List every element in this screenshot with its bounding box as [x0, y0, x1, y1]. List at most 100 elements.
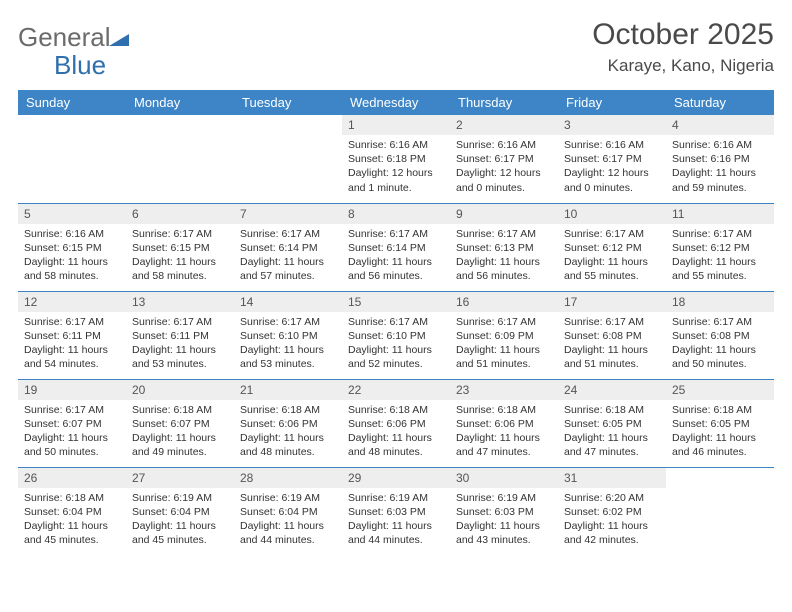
sunrise-value: 6:18 AM — [713, 404, 752, 416]
calendar-cell: 5Sunrise: 6:16 AMSunset: 6:15 PMDaylight… — [18, 203, 126, 291]
calendar-cell: 24Sunrise: 6:18 AMSunset: 6:05 PMDayligh… — [558, 379, 666, 467]
daylight-value: 11 hours and 49 minutes. — [132, 432, 216, 458]
calendar-cell: 31Sunrise: 6:20 AMSunset: 6:02 PMDayligh… — [558, 467, 666, 555]
daylight-value: 11 hours and 51 minutes. — [564, 344, 648, 370]
weekday-header: Thursday — [450, 90, 558, 115]
sunset-value: 6:18 PM — [387, 153, 426, 165]
sunset-value: 6:08 PM — [711, 330, 750, 342]
sunrise-value: 6:18 AM — [605, 404, 644, 416]
daylight-value: 11 hours and 47 minutes. — [456, 432, 540, 458]
sunset-value: 6:15 PM — [171, 242, 210, 254]
calendar-cell: 7Sunrise: 6:17 AMSunset: 6:14 PMDaylight… — [234, 203, 342, 291]
sunrise-value: 6:18 AM — [281, 404, 320, 416]
daylight-value: 11 hours and 50 minutes. — [24, 432, 108, 458]
sunset-value: 6:03 PM — [495, 506, 534, 518]
daylight-value: 11 hours and 51 minutes. — [456, 344, 540, 370]
header: GeneralBlue October 2025 Karaye, Kano, N… — [18, 18, 774, 78]
day-number: 9 — [450, 204, 558, 224]
day-number: 18 — [666, 292, 774, 312]
day-body: Sunrise: 6:20 AMSunset: 6:02 PMDaylight:… — [558, 488, 666, 552]
daylight-value: 11 hours and 53 minutes. — [240, 344, 324, 370]
calendar-cell: 27Sunrise: 6:19 AMSunset: 6:04 PMDayligh… — [126, 467, 234, 555]
calendar-cell — [126, 115, 234, 203]
sunset-value: 6:04 PM — [171, 506, 210, 518]
day-body: Sunrise: 6:17 AMSunset: 6:12 PMDaylight:… — [558, 224, 666, 288]
day-body: Sunrise: 6:17 AMSunset: 6:12 PMDaylight:… — [666, 224, 774, 288]
day-body: Sunrise: 6:18 AMSunset: 6:06 PMDaylight:… — [234, 400, 342, 464]
day-body: Sunrise: 6:18 AMSunset: 6:05 PMDaylight:… — [666, 400, 774, 464]
sunset-value: 6:09 PM — [495, 330, 534, 342]
day-body: Sunrise: 6:18 AMSunset: 6:07 PMDaylight:… — [126, 400, 234, 464]
day-number: 22 — [342, 380, 450, 400]
calendar-cell: 10Sunrise: 6:17 AMSunset: 6:12 PMDayligh… — [558, 203, 666, 291]
sunrise-value: 6:20 AM — [605, 492, 644, 504]
day-number: 27 — [126, 468, 234, 488]
day-body: Sunrise: 6:19 AMSunset: 6:03 PMDaylight:… — [450, 488, 558, 552]
sunset-value: 6:10 PM — [387, 330, 426, 342]
sunrise-value: 6:18 AM — [497, 404, 536, 416]
day-number: 11 — [666, 204, 774, 224]
day-number: 7 — [234, 204, 342, 224]
sunrise-value: 6:17 AM — [713, 228, 752, 240]
calendar-cell: 26Sunrise: 6:18 AMSunset: 6:04 PMDayligh… — [18, 467, 126, 555]
sunrise-value: 6:18 AM — [173, 404, 212, 416]
calendar-cell: 28Sunrise: 6:19 AMSunset: 6:04 PMDayligh… — [234, 467, 342, 555]
sunrise-value: 6:17 AM — [281, 316, 320, 328]
daylight-value: 12 hours and 1 minute. — [348, 167, 433, 193]
day-number: 26 — [18, 468, 126, 488]
sunrise-value: 6:18 AM — [65, 492, 104, 504]
daylight-value: 11 hours and 58 minutes. — [24, 256, 108, 282]
sunrise-value: 6:17 AM — [497, 316, 536, 328]
day-number: 13 — [126, 292, 234, 312]
day-body: Sunrise: 6:17 AMSunset: 6:08 PMDaylight:… — [558, 312, 666, 376]
day-number: 30 — [450, 468, 558, 488]
sunset-value: 6:06 PM — [279, 418, 318, 430]
sunrise-value: 6:19 AM — [173, 492, 212, 504]
day-number: 23 — [450, 380, 558, 400]
sunrise-value: 6:19 AM — [497, 492, 536, 504]
weekday-header: Sunday — [18, 90, 126, 115]
month-title: October 2025 — [592, 18, 774, 52]
sunrise-value: 6:17 AM — [281, 228, 320, 240]
sunrise-value: 6:17 AM — [173, 228, 212, 240]
weekday-header: Tuesday — [234, 90, 342, 115]
sunset-value: 6:02 PM — [603, 506, 642, 518]
daylight-value: 11 hours and 56 minutes. — [456, 256, 540, 282]
day-number: 12 — [18, 292, 126, 312]
sunrise-value: 6:18 AM — [389, 404, 428, 416]
day-body: Sunrise: 6:17 AMSunset: 6:13 PMDaylight:… — [450, 224, 558, 288]
sunset-value: 6:11 PM — [171, 330, 209, 342]
sunset-value: 6:14 PM — [279, 242, 318, 254]
sunrise-value: 6:16 AM — [497, 139, 536, 151]
sunrise-value: 6:16 AM — [65, 228, 104, 240]
sunset-value: 6:15 PM — [63, 242, 102, 254]
sunrise-value: 6:17 AM — [389, 316, 428, 328]
daylight-value: 12 hours and 0 minutes. — [456, 167, 541, 193]
daylight-value: 11 hours and 43 minutes. — [456, 520, 540, 546]
sunset-value: 6:13 PM — [495, 242, 534, 254]
sunset-value: 6:10 PM — [279, 330, 318, 342]
location-text: Karaye, Kano, Nigeria — [592, 56, 774, 76]
calendar-cell: 29Sunrise: 6:19 AMSunset: 6:03 PMDayligh… — [342, 467, 450, 555]
daylight-value: 11 hours and 59 minutes. — [672, 167, 756, 193]
sunset-value: 6:06 PM — [387, 418, 426, 430]
sunrise-value: 6:17 AM — [713, 316, 752, 328]
day-body: Sunrise: 6:17 AMSunset: 6:14 PMDaylight:… — [342, 224, 450, 288]
day-number: 10 — [558, 204, 666, 224]
day-body: Sunrise: 6:17 AMSunset: 6:14 PMDaylight:… — [234, 224, 342, 288]
day-body: Sunrise: 6:16 AMSunset: 6:15 PMDaylight:… — [18, 224, 126, 288]
sunrise-value: 6:19 AM — [281, 492, 320, 504]
day-number: 5 — [18, 204, 126, 224]
day-body: Sunrise: 6:16 AMSunset: 6:17 PMDaylight:… — [558, 135, 666, 199]
daylight-value: 11 hours and 48 minutes. — [348, 432, 432, 458]
sunset-value: 6:07 PM — [171, 418, 210, 430]
daylight-value: 11 hours and 55 minutes. — [564, 256, 648, 282]
logo: GeneralBlue — [18, 18, 129, 78]
sunset-value: 6:03 PM — [387, 506, 426, 518]
day-number: 24 — [558, 380, 666, 400]
day-number: 28 — [234, 468, 342, 488]
day-number: 19 — [18, 380, 126, 400]
calendar-cell: 13Sunrise: 6:17 AMSunset: 6:11 PMDayligh… — [126, 291, 234, 379]
daylight-value: 11 hours and 47 minutes. — [564, 432, 648, 458]
sunset-value: 6:05 PM — [711, 418, 750, 430]
